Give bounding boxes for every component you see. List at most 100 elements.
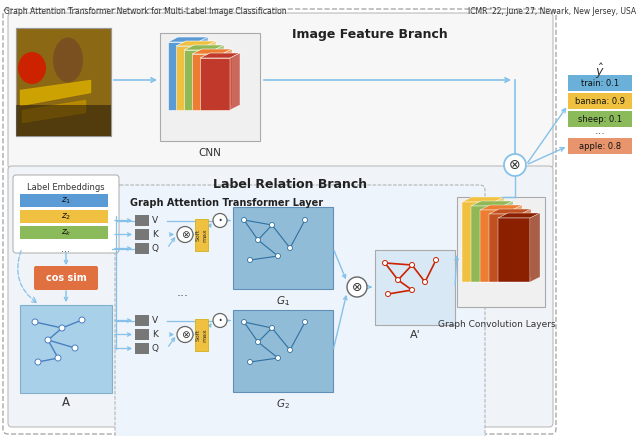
Text: A: A <box>62 396 70 409</box>
Polygon shape <box>521 209 531 282</box>
Text: ICMR '22, June 27, Newark, New Jersey, USA: ICMR '22, June 27, Newark, New Jersey, U… <box>468 7 636 16</box>
Circle shape <box>177 327 193 343</box>
Circle shape <box>32 319 38 325</box>
Text: ⊗: ⊗ <box>180 229 189 239</box>
Circle shape <box>45 337 51 343</box>
Bar <box>135 315 149 326</box>
Bar <box>375 250 455 325</box>
Circle shape <box>287 347 292 352</box>
Text: Q: Q <box>152 344 159 353</box>
Text: Q: Q <box>152 244 159 253</box>
Polygon shape <box>184 50 214 110</box>
Text: Soft
max: Soft max <box>196 228 207 242</box>
Circle shape <box>385 292 390 296</box>
Polygon shape <box>503 201 513 282</box>
Text: A': A' <box>410 330 420 340</box>
Text: K: K <box>152 230 158 239</box>
FancyBboxPatch shape <box>13 175 119 253</box>
Polygon shape <box>192 54 222 110</box>
Polygon shape <box>512 205 522 282</box>
Bar <box>195 219 208 251</box>
Circle shape <box>59 325 65 331</box>
Circle shape <box>255 238 260 242</box>
Polygon shape <box>200 58 230 110</box>
Polygon shape <box>462 197 504 202</box>
Text: Label Relation Branch: Label Relation Branch <box>213 178 367 191</box>
Bar <box>568 138 632 154</box>
Text: ⊗: ⊗ <box>180 330 189 340</box>
Text: ·: · <box>218 211 223 229</box>
Ellipse shape <box>18 52 46 84</box>
Text: ⊗: ⊗ <box>352 280 362 293</box>
Text: ...: ... <box>277 293 289 307</box>
Bar <box>135 215 149 226</box>
Polygon shape <box>489 209 531 214</box>
Text: $z_1$: $z_1$ <box>61 195 71 206</box>
Circle shape <box>248 258 253 262</box>
Text: V: V <box>152 216 158 225</box>
Bar <box>20 194 108 207</box>
Polygon shape <box>489 214 521 282</box>
Polygon shape <box>462 202 494 282</box>
Text: Graph Attention Transformer Network for Multi-Label Image Classification: Graph Attention Transformer Network for … <box>4 7 287 16</box>
Text: V: V <box>152 316 158 325</box>
Bar <box>135 329 149 340</box>
Text: Graph Attention Transformer Layer: Graph Attention Transformer Layer <box>130 198 323 208</box>
Polygon shape <box>176 41 216 46</box>
Circle shape <box>347 277 367 297</box>
FancyBboxPatch shape <box>34 266 98 290</box>
Circle shape <box>396 277 401 283</box>
Bar <box>20 226 108 239</box>
Circle shape <box>383 260 387 266</box>
FancyBboxPatch shape <box>3 9 556 434</box>
Circle shape <box>213 214 227 228</box>
Bar <box>568 93 632 109</box>
Bar <box>135 243 149 254</box>
Circle shape <box>177 226 193 242</box>
Polygon shape <box>200 53 240 58</box>
Circle shape <box>410 262 415 268</box>
FancyBboxPatch shape <box>8 166 553 427</box>
Bar <box>16 105 111 136</box>
Bar <box>16 28 111 136</box>
Circle shape <box>422 279 428 285</box>
Polygon shape <box>176 46 206 110</box>
Text: ...: ... <box>177 286 189 299</box>
Polygon shape <box>168 42 198 110</box>
Bar <box>233 207 333 289</box>
Polygon shape <box>198 37 208 110</box>
Polygon shape <box>184 45 224 50</box>
Bar <box>457 197 545 307</box>
Polygon shape <box>498 213 540 218</box>
Bar <box>568 75 632 91</box>
Circle shape <box>55 355 61 361</box>
Polygon shape <box>222 49 232 110</box>
Bar <box>160 33 260 141</box>
Circle shape <box>303 218 307 222</box>
Circle shape <box>72 345 78 351</box>
Text: ...: ... <box>61 244 70 254</box>
Bar <box>135 229 149 240</box>
Circle shape <box>269 222 275 228</box>
Text: ·: · <box>218 311 223 330</box>
Bar <box>135 343 149 354</box>
Polygon shape <box>494 197 504 282</box>
Text: K: K <box>152 330 158 339</box>
Circle shape <box>269 326 275 330</box>
Ellipse shape <box>53 37 83 82</box>
Text: $z_k$: $z_k$ <box>61 227 71 238</box>
Polygon shape <box>192 49 232 54</box>
Bar <box>20 210 108 223</box>
Circle shape <box>241 218 246 222</box>
Text: $z_2$: $z_2$ <box>61 211 71 222</box>
Bar <box>16 28 111 136</box>
Text: apple: 0.8: apple: 0.8 <box>579 142 621 150</box>
Text: CNN: CNN <box>198 148 221 158</box>
Polygon shape <box>206 41 216 110</box>
Bar <box>568 111 632 127</box>
Circle shape <box>275 355 280 361</box>
Text: Soft
max: Soft max <box>196 328 207 342</box>
FancyBboxPatch shape <box>115 185 485 436</box>
Text: $\hat{y}$: $\hat{y}$ <box>595 62 605 81</box>
Text: cos sim: cos sim <box>45 273 86 283</box>
